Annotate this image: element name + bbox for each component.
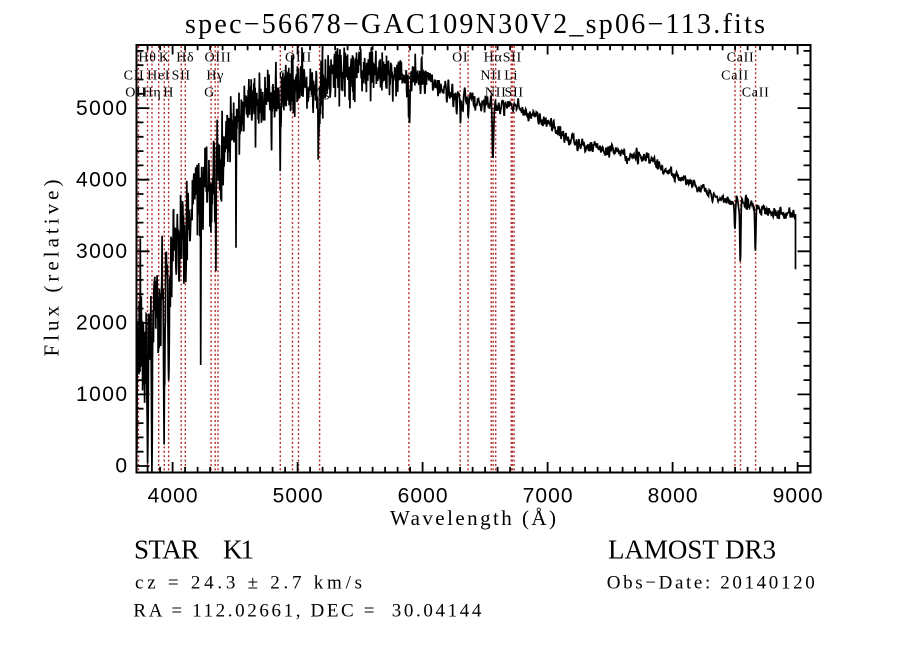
svg-text:OI: OI — [452, 51, 468, 66]
svg-text:4000: 4000 — [76, 168, 127, 191]
svg-text:5000: 5000 — [273, 485, 323, 508]
svg-text:9000: 9000 — [773, 485, 823, 508]
svg-text:Hβ: Hβ — [271, 86, 290, 101]
svg-text:RA = 112.02661, DEC = 30.0414: RA = 112.02661, DEC = 30.04144 — [133, 601, 482, 622]
svg-text:OIII: OIII — [285, 51, 312, 66]
svg-text:NII: NII — [485, 86, 507, 101]
svg-text:8000: 8000 — [648, 485, 698, 508]
svg-text:cz = 24.3 ± 2.7 km/s: cz = 24.3 ± 2.7 km/s — [135, 572, 362, 593]
svg-text:Mg: Mg — [309, 86, 330, 101]
svg-text:SII: SII — [172, 68, 191, 83]
svg-text:spec−56678−GAC109N30V2_sp06−11: spec−56678−GAC109N30V2_sp06−113.fits — [185, 9, 765, 40]
svg-text:7000: 7000 — [523, 485, 573, 508]
svg-text:OIII: OIII — [205, 51, 232, 66]
svg-text:Hγ: Hγ — [206, 68, 224, 83]
svg-text:NaI: NaI — [397, 68, 420, 83]
svg-text:STAR: STAR — [134, 535, 199, 565]
svg-text:6000: 6000 — [398, 485, 448, 508]
svg-text:CaII: CaII — [721, 68, 749, 83]
svg-text:K: K — [159, 51, 170, 66]
svg-text:SII: SII — [503, 51, 522, 66]
svg-text:NII: NII — [480, 68, 502, 83]
svg-text:Hθ: Hθ — [138, 51, 156, 66]
svg-text:Li: Li — [504, 68, 518, 83]
svg-text:G: G — [204, 86, 215, 101]
svg-text:3000: 3000 — [76, 240, 127, 263]
svg-text:4000: 4000 — [148, 485, 198, 508]
svg-text:Hδ: Hδ — [176, 51, 194, 66]
svg-text:Hα: Hα — [484, 51, 503, 66]
svg-text:Hη: Hη — [143, 86, 162, 101]
svg-text:Wavelength (Å): Wavelength (Å) — [390, 506, 556, 530]
svg-text:CII: CII — [124, 68, 145, 83]
svg-text:K1: K1 — [223, 535, 254, 565]
svg-text:Flux (relative): Flux (relative) — [40, 180, 64, 357]
svg-text:OIII: OIII — [279, 68, 306, 83]
svg-text:LAMOST DR3: LAMOST DR3 — [608, 535, 776, 565]
svg-text:CaII: CaII — [742, 86, 770, 101]
svg-text:1000: 1000 — [76, 383, 127, 406]
svg-text:H: H — [163, 86, 174, 101]
svg-text:HeI: HeI — [147, 68, 170, 83]
svg-text:SII: SII — [504, 86, 523, 101]
svg-text:CaII: CaII — [727, 51, 755, 66]
svg-text:2000: 2000 — [76, 312, 127, 335]
svg-text:OII: OII — [125, 86, 147, 101]
svg-text:5000: 5000 — [76, 97, 127, 120]
svg-text:0: 0 — [115, 455, 127, 478]
